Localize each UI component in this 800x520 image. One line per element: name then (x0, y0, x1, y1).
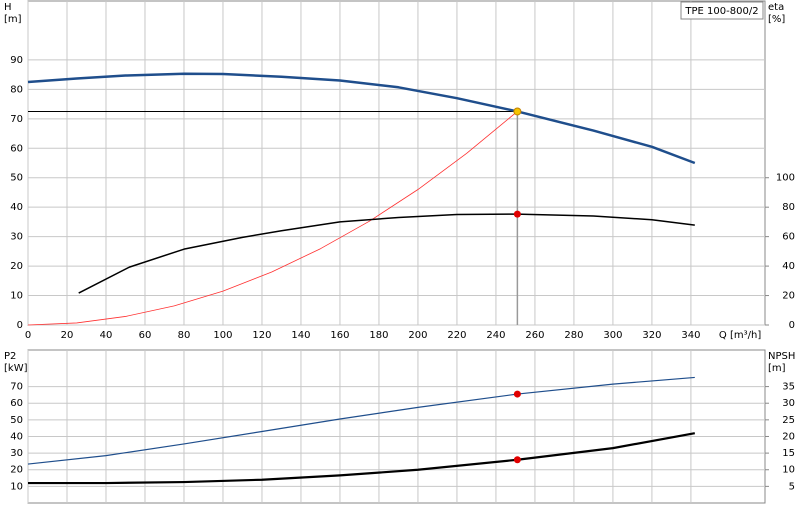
y2-tick-label: 60 (782, 232, 795, 243)
y-tick-label: 10 (10, 291, 23, 302)
y2-tick-label: 80 (782, 202, 795, 213)
y-tick-label: 30 (10, 232, 23, 243)
x-tick-label: 220 (447, 330, 466, 341)
x-tick-label: 340 (681, 330, 700, 341)
curve (27, 376, 695, 465)
duty-point (513, 210, 521, 218)
y2-tick-label: 30 (782, 398, 795, 409)
y-tick-label: 90 (10, 55, 23, 66)
x-tick-label: 140 (291, 330, 310, 341)
y-tick-label: 70 (10, 114, 23, 125)
y-unit: [kW] (4, 363, 28, 374)
y-tick-label: 50 (10, 415, 23, 426)
y2-tick-label: 15 (782, 448, 795, 459)
y-tick-label: 50 (10, 173, 23, 184)
y2-tick-label: 0 (789, 320, 795, 331)
y2-tick-label: 35 (782, 382, 795, 393)
y2-tick-label: 20 (782, 431, 795, 442)
plot-area (27, 349, 766, 504)
y2-tick-label: 100 (776, 173, 795, 184)
y-tick-label: 20 (10, 261, 23, 272)
y2-tick-label: 5 (789, 481, 795, 492)
x-tick-label: 280 (564, 330, 583, 341)
curve (27, 111, 518, 326)
y2-label: NPSH (768, 351, 795, 362)
x-tick-label: 80 (178, 330, 191, 341)
y2-tick-label: 25 (782, 415, 795, 426)
y2-tick-label: 10 (782, 465, 795, 476)
x-tick-label: 200 (408, 330, 427, 341)
y-tick-label: 10 (10, 481, 23, 492)
duty-point (513, 390, 521, 398)
y-tick-label: 60 (10, 143, 23, 154)
x-tick-label: 240 (486, 330, 505, 341)
y-tick-label: 20 (10, 465, 23, 476)
x-tick-label: 260 (525, 330, 544, 341)
y-tick-label: 80 (10, 84, 23, 95)
y-tick-label: 70 (10, 382, 23, 393)
x-label: Q [m³/h] (719, 330, 761, 341)
x-tick-label: 20 (61, 330, 74, 341)
y-tick-label: 30 (10, 448, 23, 459)
x-tick-label: 40 (100, 330, 113, 341)
curve (27, 72, 696, 165)
x-tick-label: 60 (139, 330, 152, 341)
y2-unit: [m] (768, 363, 786, 374)
label-box (680, 1, 764, 20)
y-tick-label: 60 (10, 398, 23, 409)
y2-tick-label: 20 (782, 291, 795, 302)
y-unit: [m] (4, 14, 22, 25)
x-tick-label: 300 (603, 330, 622, 341)
x-tick-label: 120 (252, 330, 271, 341)
y-tick-label: 40 (10, 431, 23, 442)
x-tick-label: 160 (330, 330, 349, 341)
x-tick-label: 0 (25, 330, 31, 341)
y2-unit: [%] (768, 14, 785, 25)
y2-tick-label: 40 (782, 261, 795, 272)
duty-point (513, 456, 521, 464)
x-tick-label: 320 (642, 330, 661, 341)
x-tick-label: 100 (213, 330, 232, 341)
y2-label: eta (768, 2, 784, 13)
curve (28, 432, 696, 485)
duty-point (513, 107, 522, 116)
curve (78, 213, 695, 294)
y-label: P2 (4, 351, 16, 362)
label-box-text: TPE 100-800/2 (684, 6, 758, 17)
y-tick-label: 40 (10, 202, 23, 213)
y-tick-label: 0 (17, 320, 23, 331)
x-tick-label: 180 (369, 330, 388, 341)
plot-area (27, 0, 766, 326)
y-label: H (4, 2, 12, 13)
